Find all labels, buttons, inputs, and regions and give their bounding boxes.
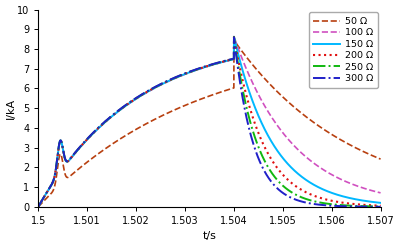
150 Ω bbox=[303, 178, 308, 181]
50 Ω bbox=[303, 115, 308, 118]
150 Ω bbox=[378, 201, 383, 204]
250 Ω bbox=[185, 71, 190, 74]
X-axis label: t/s: t/s bbox=[202, 231, 216, 242]
100 Ω bbox=[249, 79, 254, 82]
100 Ω bbox=[232, 35, 236, 38]
50 Ω bbox=[335, 136, 340, 139]
50 Ω bbox=[249, 62, 254, 64]
200 Ω bbox=[303, 190, 308, 193]
Line: 200 Ω: 200 Ω bbox=[38, 37, 380, 207]
250 Ω bbox=[36, 205, 41, 208]
50 Ω bbox=[232, 39, 236, 42]
150 Ω bbox=[256, 115, 261, 118]
200 Ω bbox=[249, 111, 254, 114]
Y-axis label: I/kA: I/kA bbox=[6, 98, 16, 119]
300 Ω bbox=[335, 205, 340, 207]
300 Ω bbox=[303, 201, 308, 204]
150 Ω bbox=[185, 72, 190, 75]
200 Ω bbox=[378, 204, 383, 207]
250 Ω bbox=[335, 203, 340, 206]
150 Ω bbox=[232, 35, 236, 38]
250 Ω bbox=[311, 200, 316, 203]
Legend: 50 Ω, 100 Ω, 150 Ω, 200 Ω, 250 Ω, 300 Ω: 50 Ω, 100 Ω, 150 Ω, 200 Ω, 250 Ω, 300 Ω bbox=[309, 12, 378, 88]
Line: 100 Ω: 100 Ω bbox=[38, 37, 380, 207]
100 Ω bbox=[256, 93, 261, 96]
250 Ω bbox=[256, 146, 261, 149]
150 Ω bbox=[36, 205, 41, 208]
300 Ω bbox=[249, 135, 254, 138]
100 Ω bbox=[311, 162, 316, 165]
200 Ω bbox=[185, 71, 190, 74]
50 Ω bbox=[185, 103, 190, 106]
300 Ω bbox=[36, 205, 41, 208]
Line: 150 Ω: 150 Ω bbox=[38, 37, 380, 207]
Line: 250 Ω: 250 Ω bbox=[38, 37, 380, 207]
200 Ω bbox=[311, 194, 316, 197]
100 Ω bbox=[185, 72, 190, 75]
250 Ω bbox=[303, 197, 308, 200]
150 Ω bbox=[249, 96, 254, 99]
50 Ω bbox=[311, 121, 316, 124]
250 Ω bbox=[249, 124, 254, 127]
200 Ω bbox=[36, 205, 41, 208]
100 Ω bbox=[303, 155, 308, 158]
300 Ω bbox=[185, 71, 190, 74]
50 Ω bbox=[256, 70, 261, 73]
200 Ω bbox=[335, 200, 340, 203]
300 Ω bbox=[311, 203, 316, 206]
250 Ω bbox=[232, 36, 236, 39]
300 Ω bbox=[378, 205, 383, 208]
100 Ω bbox=[36, 205, 41, 208]
100 Ω bbox=[378, 191, 383, 194]
200 Ω bbox=[256, 132, 261, 135]
Line: 300 Ω: 300 Ω bbox=[38, 37, 380, 207]
300 Ω bbox=[232, 36, 236, 39]
150 Ω bbox=[335, 193, 340, 196]
150 Ω bbox=[311, 183, 316, 186]
300 Ω bbox=[256, 157, 261, 160]
100 Ω bbox=[335, 176, 340, 179]
50 Ω bbox=[36, 205, 41, 208]
250 Ω bbox=[378, 205, 383, 208]
200 Ω bbox=[232, 35, 236, 38]
50 Ω bbox=[378, 158, 383, 161]
Line: 50 Ω: 50 Ω bbox=[38, 40, 380, 207]
